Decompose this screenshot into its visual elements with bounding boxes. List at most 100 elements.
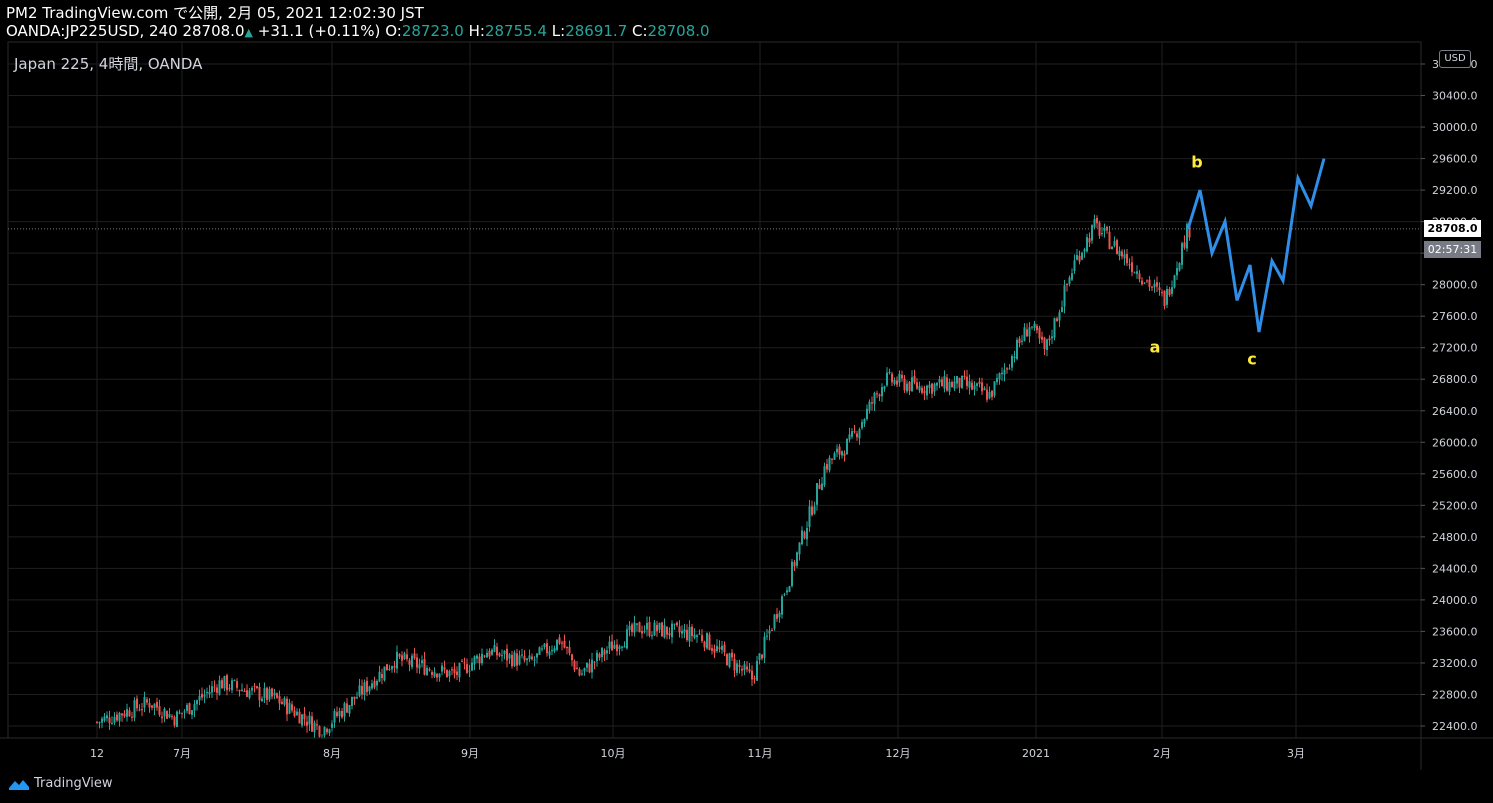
candle-body xyxy=(576,667,578,670)
candle-body xyxy=(246,690,248,697)
candle-body xyxy=(1083,249,1086,252)
candle-body xyxy=(1003,369,1006,375)
candle-body xyxy=(736,663,738,673)
candle-body xyxy=(638,622,641,633)
candle-body xyxy=(648,621,651,636)
candle-body xyxy=(1058,312,1061,321)
candle-body xyxy=(783,594,786,596)
candle-body xyxy=(686,629,688,640)
candle-body xyxy=(296,711,298,716)
candle-body xyxy=(781,596,783,615)
candle-body xyxy=(1008,368,1011,370)
candle-body xyxy=(748,669,751,672)
open-value: 28723.0 xyxy=(401,22,464,40)
candle-body xyxy=(618,646,621,649)
candle-body xyxy=(738,664,741,667)
candle-body xyxy=(581,673,583,675)
candle-body xyxy=(176,711,178,728)
candle-body xyxy=(366,680,368,692)
candle-body xyxy=(368,686,371,692)
high-value: 28755.4 xyxy=(484,22,547,40)
candle-body xyxy=(313,722,316,733)
candle-body xyxy=(1113,241,1116,246)
candle-body xyxy=(421,660,423,664)
candle-body xyxy=(1081,252,1083,260)
price-axis[interactable]: 22400.0 22800.0 23200.0 23600.0 24000.0 24400… xyxy=(1420,42,1478,770)
candle-body xyxy=(331,723,333,728)
candle-body xyxy=(921,387,923,393)
price-tick-label: 22800.0 xyxy=(1432,688,1478,701)
candle-body xyxy=(1168,288,1171,296)
candle-body xyxy=(403,653,406,659)
candle-body xyxy=(808,506,811,527)
candle-body xyxy=(1076,254,1078,260)
candle-body xyxy=(543,643,546,648)
candle-body xyxy=(823,466,826,486)
candle-body xyxy=(981,382,983,392)
candle-body xyxy=(973,385,976,390)
candle-body xyxy=(553,648,556,652)
candle-body xyxy=(651,635,653,637)
candle-body xyxy=(273,692,276,696)
candle-body xyxy=(1108,231,1111,250)
candle-body xyxy=(603,650,606,655)
price-tick-label: 23600.0 xyxy=(1432,625,1478,638)
candle-body xyxy=(96,721,98,723)
candle-body xyxy=(816,483,818,505)
candle-body xyxy=(791,561,793,587)
candle-body xyxy=(683,629,686,633)
candle-body xyxy=(818,484,821,489)
candle-body xyxy=(1161,292,1163,294)
candle-body xyxy=(263,688,266,699)
candle-body xyxy=(126,709,128,717)
candle-body xyxy=(658,623,661,630)
candle-body xyxy=(1186,224,1188,249)
currency-badge[interactable]: USD xyxy=(1439,50,1471,68)
time-tick-label: 3月 xyxy=(1287,747,1305,760)
time-axis[interactable]: 12 7月 8月 9月 10月 11月 12月 2021 2月 3月 xyxy=(0,737,1493,760)
candle-body xyxy=(933,383,936,392)
candle-body xyxy=(663,625,666,638)
candle-body xyxy=(971,382,973,390)
footer-brand[interactable]: TradingView xyxy=(8,776,113,791)
last-value: 28708.0 xyxy=(182,22,245,40)
candle-body xyxy=(456,671,458,676)
candle-body xyxy=(611,641,613,651)
candle-body xyxy=(788,586,791,592)
candle-body xyxy=(461,660,463,662)
candle-body xyxy=(1116,240,1118,255)
candle-body xyxy=(903,378,906,391)
candle-body xyxy=(828,457,831,471)
candle-body xyxy=(183,711,186,713)
candle-body xyxy=(1006,368,1008,370)
candle-body xyxy=(596,652,598,662)
candle-body xyxy=(123,713,126,717)
candle-body xyxy=(513,652,516,666)
price-tick-label: 30000.0 xyxy=(1432,121,1478,134)
candle-body xyxy=(1128,264,1131,266)
candle-body xyxy=(923,390,926,394)
candle-body xyxy=(448,670,451,677)
candle-body xyxy=(866,408,868,420)
candle-body xyxy=(486,652,488,658)
candle-body xyxy=(358,685,361,696)
candle-body xyxy=(746,666,748,670)
candle-body xyxy=(661,622,663,637)
close-value: 28708.0 xyxy=(647,22,710,40)
candle-body xyxy=(218,680,221,695)
candle-body xyxy=(496,646,498,656)
candle-body xyxy=(826,464,828,470)
candle-body xyxy=(1071,273,1073,280)
candle-body xyxy=(233,679,236,681)
candle-body xyxy=(666,626,668,635)
candle-body xyxy=(408,660,411,665)
candle-body xyxy=(1096,217,1098,224)
candle-body xyxy=(958,377,961,388)
candle-body xyxy=(856,433,858,438)
candle-body xyxy=(833,453,836,460)
candle-body xyxy=(281,701,283,704)
candle-body xyxy=(1106,227,1108,231)
candle-body xyxy=(108,717,111,724)
candle-body xyxy=(498,653,501,656)
